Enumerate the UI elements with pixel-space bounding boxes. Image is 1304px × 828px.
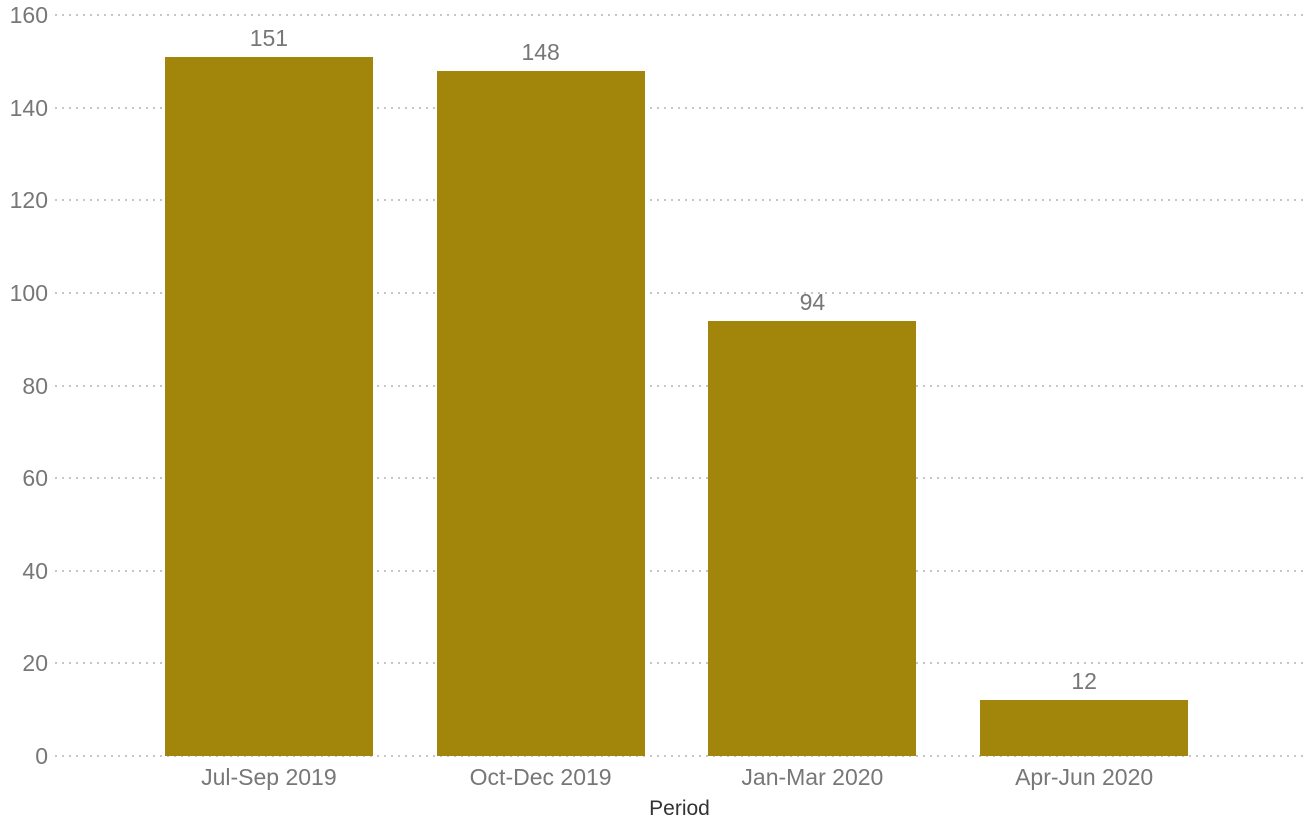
bar-jul-sep-2019[interactable] (164, 56, 373, 756)
x-axis-category-oct-dec-2019: Oct-Dec 2019 (469, 764, 612, 790)
y-axis-tick-100: 100 (9, 279, 48, 306)
gridline-y-140 (55, 106, 1304, 109)
y-axis-tick-120: 120 (9, 187, 48, 214)
x-axis-category-jan-mar-2020: Jan-Mar 2020 (741, 764, 884, 790)
x-axis-category-jul-sep-2019: Jul-Sep 2019 (201, 764, 337, 790)
x-axis-title: Period (649, 797, 710, 820)
bar-oct-dec-2019[interactable] (436, 70, 645, 756)
data-label-oct-dec-2019: 148 (521, 38, 560, 65)
y-axis-tick-140: 140 (9, 94, 48, 121)
data-label-apr-jun-2020: 12 (1071, 668, 1097, 695)
y-axis-tick-160: 160 (9, 2, 48, 28)
gridline-y-40 (55, 569, 1304, 572)
gridline-y-160 (55, 14, 1304, 16)
bar-apr-jun-2020[interactable] (980, 700, 1189, 756)
gridline-y-80 (55, 384, 1304, 387)
data-label-jan-mar-2020: 94 (799, 288, 826, 315)
gridline-y-0 (55, 755, 1304, 757)
y-axis-tick-0: 0 (35, 743, 48, 769)
bar-jan-mar-2020[interactable] (708, 320, 917, 756)
gridline-y-120 (55, 199, 1304, 202)
gridline-y-60 (55, 477, 1304, 480)
y-axis-tick-20: 20 (22, 650, 48, 677)
gridline-y-100 (55, 291, 1304, 294)
x-axis-category-apr-jun-2020: Apr-Jun 2020 (1015, 764, 1154, 790)
y-axis-tick-80: 80 (22, 372, 48, 399)
y-axis-tick-40: 40 (22, 557, 48, 584)
data-label-jul-sep-2019: 151 (249, 24, 289, 51)
gridline-y-20 (55, 662, 1304, 665)
y-axis-tick-60: 60 (22, 465, 48, 492)
